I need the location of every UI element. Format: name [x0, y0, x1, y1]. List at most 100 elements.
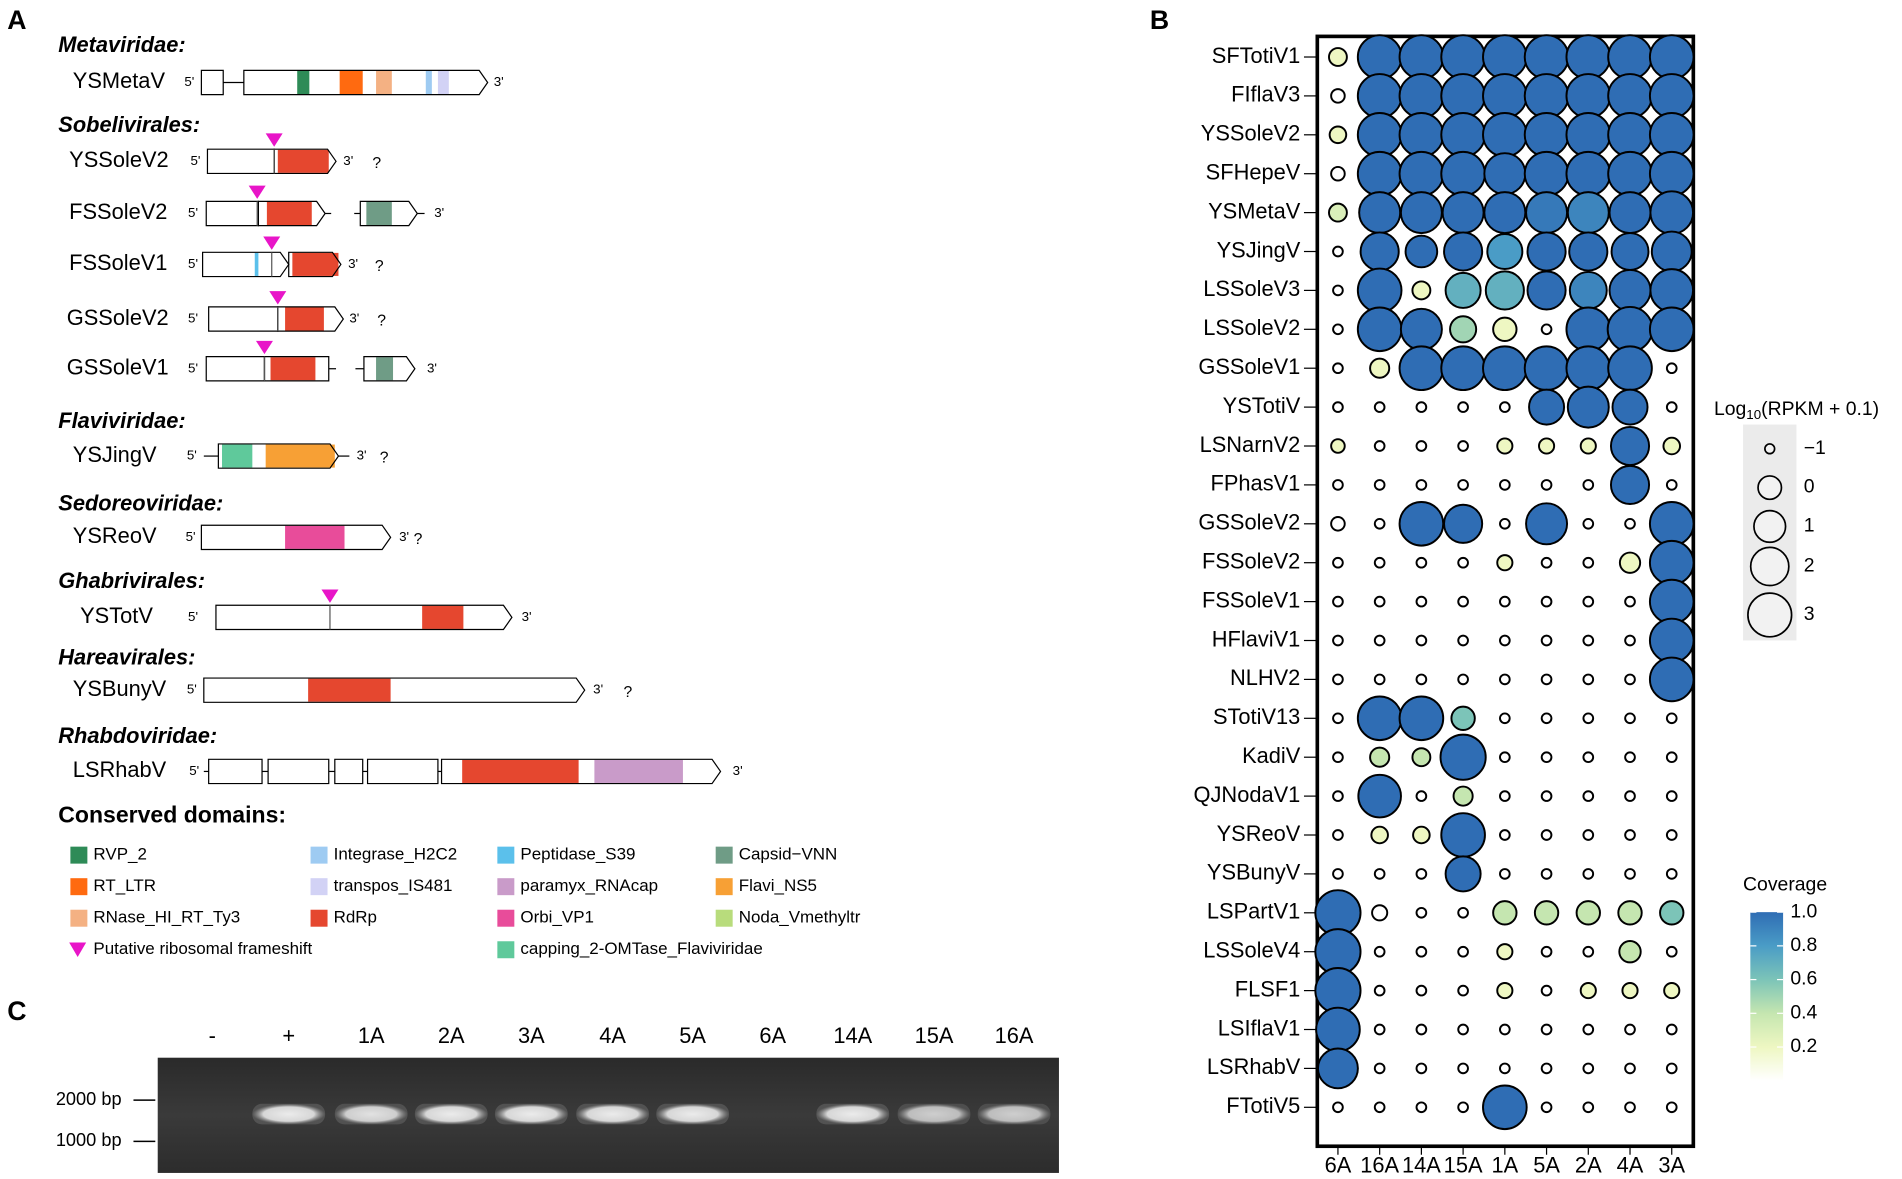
three-prime: 3' — [357, 448, 367, 463]
five-prime: 5' — [190, 153, 200, 168]
y-tick-label: YSReoV — [1217, 821, 1301, 846]
orf-box — [243, 70, 488, 95]
bubble — [1663, 982, 1681, 1000]
family-label: Sobelivirales: — [58, 112, 200, 137]
bubble — [1624, 790, 1636, 802]
bubble — [1648, 656, 1695, 703]
bubble — [1457, 479, 1469, 491]
bubble — [1618, 551, 1642, 574]
bubble — [1665, 751, 1678, 764]
bubble — [1525, 502, 1569, 546]
bubble — [1606, 305, 1654, 353]
bubble — [1607, 73, 1653, 119]
bubble — [1499, 829, 1511, 841]
domain — [285, 525, 345, 549]
x-tick-label: 4A — [1617, 1153, 1644, 1178]
orf-outline — [267, 758, 330, 785]
bubble — [1398, 73, 1445, 119]
orf-outline — [215, 604, 513, 631]
bubble — [1411, 747, 1432, 768]
bubble — [1415, 984, 1428, 997]
orf-outline — [208, 758, 263, 785]
bubble — [1356, 267, 1403, 314]
bubble — [1328, 47, 1348, 67]
legend-swatch — [70, 878, 88, 896]
domain — [266, 201, 312, 226]
orf-outline — [201, 251, 290, 278]
bubble — [1648, 539, 1695, 586]
bubble — [1398, 112, 1445, 158]
legend-label: Peptidase_S39 — [520, 845, 635, 864]
orf-box — [208, 759, 263, 784]
bubble — [1369, 357, 1391, 379]
orf-box — [215, 605, 512, 630]
bubble — [1330, 438, 1346, 454]
bubble — [1499, 1062, 1511, 1075]
panel-label: B — [1150, 5, 1169, 35]
y-tick-label: GSSoleV2 — [1198, 510, 1300, 535]
lane-label: 14A — [833, 1023, 872, 1048]
bubble — [1457, 634, 1469, 647]
domain — [594, 759, 683, 783]
colorbar-label: 1.0 — [1790, 900, 1817, 922]
bubble — [1579, 982, 1597, 1000]
bubble — [1582, 712, 1595, 725]
size-legend-label: 2 — [1804, 555, 1815, 577]
legend-label: capping_2-OMTase_Flaviviridae — [520, 939, 762, 958]
gel-band — [977, 1103, 1051, 1125]
bubble — [1356, 112, 1403, 158]
bubble — [1665, 868, 1678, 880]
x-tick-label: 5A — [1533, 1153, 1560, 1178]
y-tick-label: SFHepeV — [1206, 159, 1301, 184]
frameshift-marker — [321, 589, 339, 603]
three-prime: 3' — [434, 205, 444, 220]
bubble — [1415, 634, 1428, 647]
bubble — [1618, 940, 1642, 964]
domain — [292, 252, 339, 276]
bubble — [1415, 1062, 1428, 1075]
bubble — [1582, 829, 1595, 841]
bubble — [1617, 900, 1643, 926]
legend-swatch — [715, 878, 733, 896]
bubble — [1457, 906, 1469, 919]
bubble — [1373, 1101, 1386, 1114]
lane-label: 4A — [599, 1023, 626, 1048]
bubble — [1609, 425, 1651, 467]
bubble — [1330, 516, 1346, 532]
bubble — [1499, 868, 1511, 880]
bubble — [1373, 868, 1386, 880]
bubble — [1499, 790, 1511, 802]
bubble — [1624, 634, 1636, 647]
bubble — [1648, 501, 1695, 547]
bubble — [1565, 34, 1612, 80]
frameshift-marker — [265, 133, 283, 147]
title-part: Log — [1714, 398, 1746, 420]
bubble — [1582, 673, 1595, 686]
legend-label: Integrase_H2C2 — [334, 845, 458, 864]
bubble — [1484, 270, 1525, 311]
bubble — [1332, 829, 1344, 841]
orf-outline — [440, 758, 722, 785]
bubble — [1457, 673, 1469, 686]
lane-label: 6A — [759, 1023, 786, 1048]
y-tick-label: LSIflaV1 — [1218, 1015, 1301, 1040]
bubble — [1440, 73, 1486, 119]
domain — [437, 70, 449, 95]
bubble — [1457, 440, 1469, 452]
three-prime: 3' — [494, 74, 504, 89]
bubble — [1373, 673, 1386, 686]
gel-band — [897, 1103, 971, 1125]
domain — [339, 70, 363, 95]
domain — [297, 70, 310, 95]
bubble — [1659, 900, 1685, 926]
colorbar-label: 0.4 — [1790, 1001, 1817, 1023]
domain — [366, 201, 392, 226]
bubble — [1317, 1047, 1359, 1090]
bubble — [1649, 190, 1695, 235]
domain — [277, 149, 329, 173]
bubble — [1483, 191, 1527, 235]
size-legend-key — [1757, 475, 1783, 501]
bubble — [1665, 479, 1678, 491]
bubble — [1649, 268, 1695, 313]
bubble — [1665, 362, 1678, 375]
